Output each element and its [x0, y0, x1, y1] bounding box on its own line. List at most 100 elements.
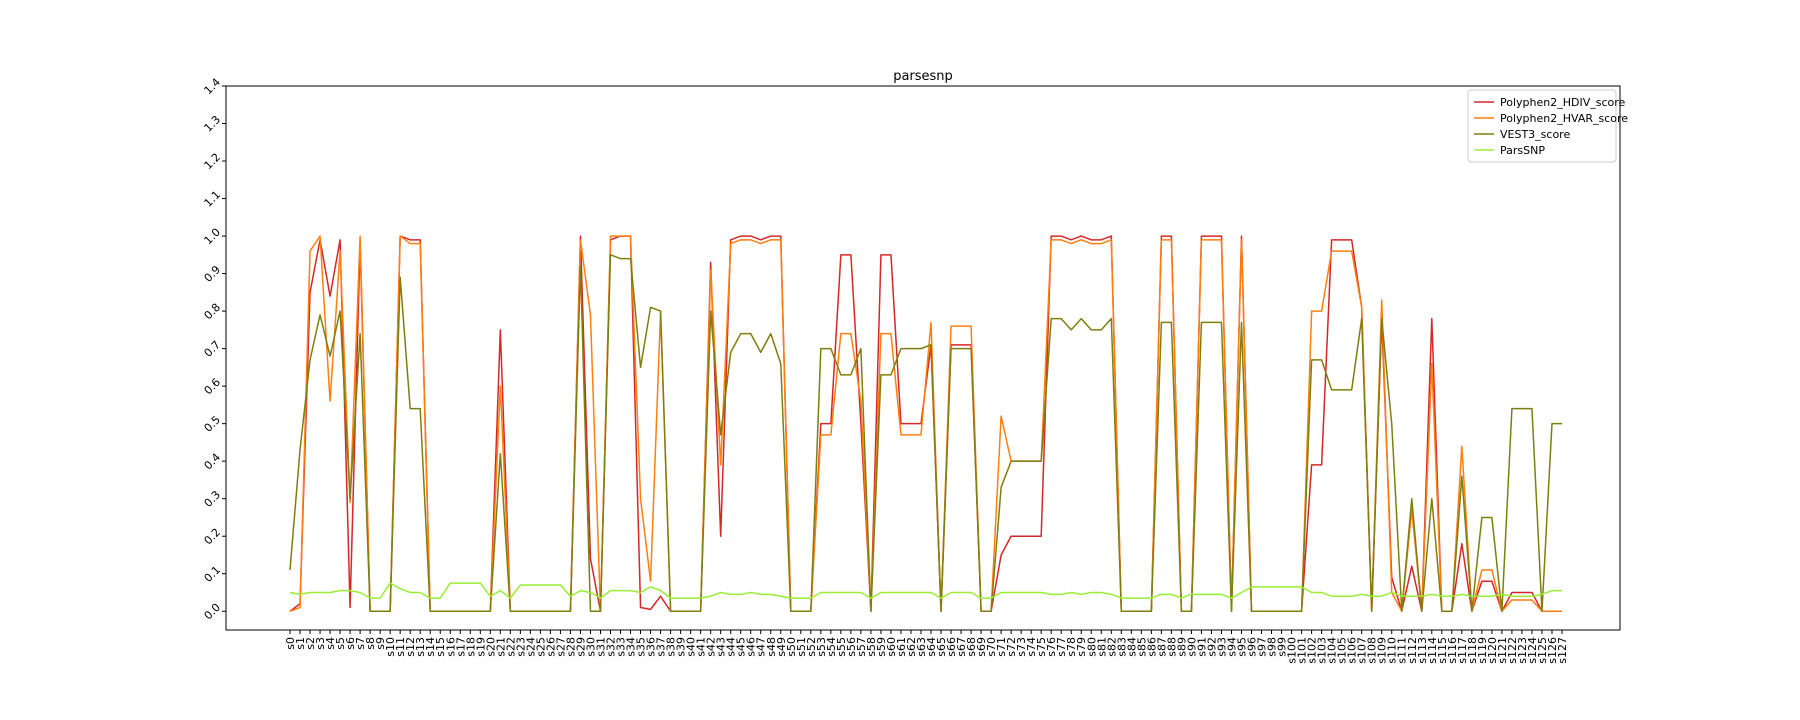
- series-layer: [289, 235, 1562, 612]
- x-tick-label: s66: [945, 637, 958, 657]
- x-tick-label: s117: [1456, 637, 1469, 664]
- x-tick-label: s28: [564, 637, 577, 657]
- series-line-polyphen2-hvar-score: [289, 235, 1562, 612]
- x-tick-label: s93: [1215, 637, 1228, 657]
- x-tick-label: s124: [1526, 637, 1539, 664]
- x-tick-label: s38: [665, 637, 678, 657]
- x-tick-label: s94: [1225, 637, 1238, 657]
- x-tick-label: s10: [384, 637, 397, 657]
- x-tick-label: s48: [765, 637, 778, 657]
- x-tick-label: s95: [1235, 637, 1248, 657]
- x-tick-label: s26: [544, 637, 557, 657]
- x-tick-label: s78: [1065, 637, 1078, 657]
- x-tick-label: s15: [434, 637, 447, 657]
- x-tick-label: s100: [1286, 637, 1299, 664]
- x-tick-label: s125: [1536, 637, 1549, 664]
- x-tick-label: s110: [1386, 637, 1399, 664]
- x-tick-label: s39: [675, 637, 688, 657]
- x-tick-label: s32: [605, 637, 618, 657]
- x-tick-label: s65: [935, 637, 948, 657]
- x-tick-label: s114: [1426, 637, 1439, 664]
- x-tick-label: s71: [995, 637, 1008, 657]
- x-tick-label: s89: [1175, 637, 1188, 657]
- legend-label: ParsSNP: [1500, 144, 1545, 157]
- x-tick-label: s113: [1416, 637, 1429, 664]
- x-tick-label: s46: [745, 637, 758, 657]
- x-tick-label: s20: [484, 637, 497, 657]
- x-tick-label: s81: [1095, 637, 1108, 657]
- x-tick-label: s4: [324, 637, 337, 650]
- legend-label: VEST3_score: [1500, 128, 1570, 141]
- x-tick-label: s67: [955, 637, 968, 657]
- legend: Polyphen2_HDIV_score Polyphen2_HVAR_score…: [1467, 89, 1628, 163]
- x-tick-label: s6: [344, 637, 357, 650]
- x-tick-label: s116: [1446, 637, 1459, 664]
- x-tick-label: s47: [755, 637, 768, 657]
- x-tick-label: s59: [875, 637, 888, 657]
- x-tick-label: s54: [825, 637, 838, 657]
- x-tick-label: s69: [975, 637, 988, 657]
- x-tick-label: s49: [775, 637, 788, 657]
- x-tick-label: s53: [815, 637, 828, 657]
- x-tick-label: s73: [1015, 637, 1028, 657]
- x-tick-label: s25: [534, 637, 547, 657]
- x-tick-label: s11: [394, 637, 407, 657]
- x-tick-label: s115: [1436, 637, 1449, 664]
- x-tick-label: s31: [594, 637, 607, 657]
- x-tick-label: s87: [1155, 637, 1168, 657]
- x-tick-label: s44: [725, 637, 738, 657]
- x-tick-label: s99: [1276, 637, 1289, 657]
- x-tick-label: s3: [314, 637, 327, 650]
- x-tick-label: s82: [1105, 637, 1118, 657]
- x-tick-label: s77: [1055, 637, 1068, 657]
- x-tick-label: s51: [795, 637, 808, 657]
- x-tick-label: s106: [1346, 637, 1359, 664]
- x-tick-label: s52: [805, 637, 818, 657]
- x-tick-label: s96: [1246, 637, 1259, 657]
- x-tick-label: s41: [695, 637, 708, 657]
- x-tick-label: s19: [474, 637, 487, 657]
- x-tick-label: s97: [1256, 637, 1269, 657]
- x-tick-label: s112: [1406, 637, 1419, 664]
- x-tick-label: s9: [374, 637, 387, 650]
- x-tick-label: s127: [1556, 637, 1569, 664]
- legend-label: Polyphen2_HDIV_score: [1500, 96, 1626, 109]
- x-tick-label: s122: [1506, 637, 1519, 664]
- x-tick-label: s14: [424, 637, 437, 657]
- x-tick-label: s109: [1376, 637, 1389, 664]
- x-tick-label: s33: [615, 637, 628, 657]
- x-tick-label: s92: [1205, 637, 1218, 657]
- x-tick-label: s102: [1306, 637, 1319, 664]
- x-tick-label: s29: [574, 637, 587, 657]
- x-tick-label: s42: [705, 637, 718, 657]
- x-tick-label: s84: [1125, 637, 1138, 657]
- x-tick-label: s56: [845, 637, 858, 657]
- x-tick-label: s2: [304, 637, 317, 650]
- x-tick-label: s123: [1516, 637, 1529, 664]
- x-tick-label: s1: [294, 637, 307, 650]
- x-tick-label: s24: [524, 637, 537, 657]
- x-tick-label: s107: [1356, 637, 1369, 664]
- x-tick-label: s90: [1185, 637, 1198, 657]
- series-line-vest3-score: [289, 254, 1562, 612]
- x-tick-label: s70: [985, 637, 998, 657]
- x-tick-label: s64: [925, 637, 938, 657]
- x-tick-label: s61: [895, 637, 908, 657]
- x-tick-label: s74: [1025, 637, 1038, 657]
- x-tick-label: s40: [685, 637, 698, 657]
- x-tick-label: s22: [504, 637, 517, 657]
- x-tick-label: s72: [1005, 637, 1018, 657]
- x-tick-label: s118: [1466, 637, 1479, 664]
- x-tick-label: s126: [1546, 637, 1559, 664]
- x-tick-label: s17: [454, 637, 467, 657]
- x-tick-label: s37: [655, 637, 668, 657]
- x-tick-label: s8: [364, 637, 377, 650]
- x-tick-label: s121: [1496, 637, 1509, 664]
- x-tick-label: s27: [554, 637, 567, 657]
- legend-label: Polyphen2_HVAR_score: [1500, 112, 1628, 125]
- x-tick-label: s55: [835, 637, 848, 657]
- x-tick-label: s58: [865, 637, 878, 657]
- x-tick-label: s75: [1035, 637, 1048, 657]
- x-tick-label: s80: [1085, 637, 1098, 657]
- x-tick-label: s35: [635, 637, 648, 657]
